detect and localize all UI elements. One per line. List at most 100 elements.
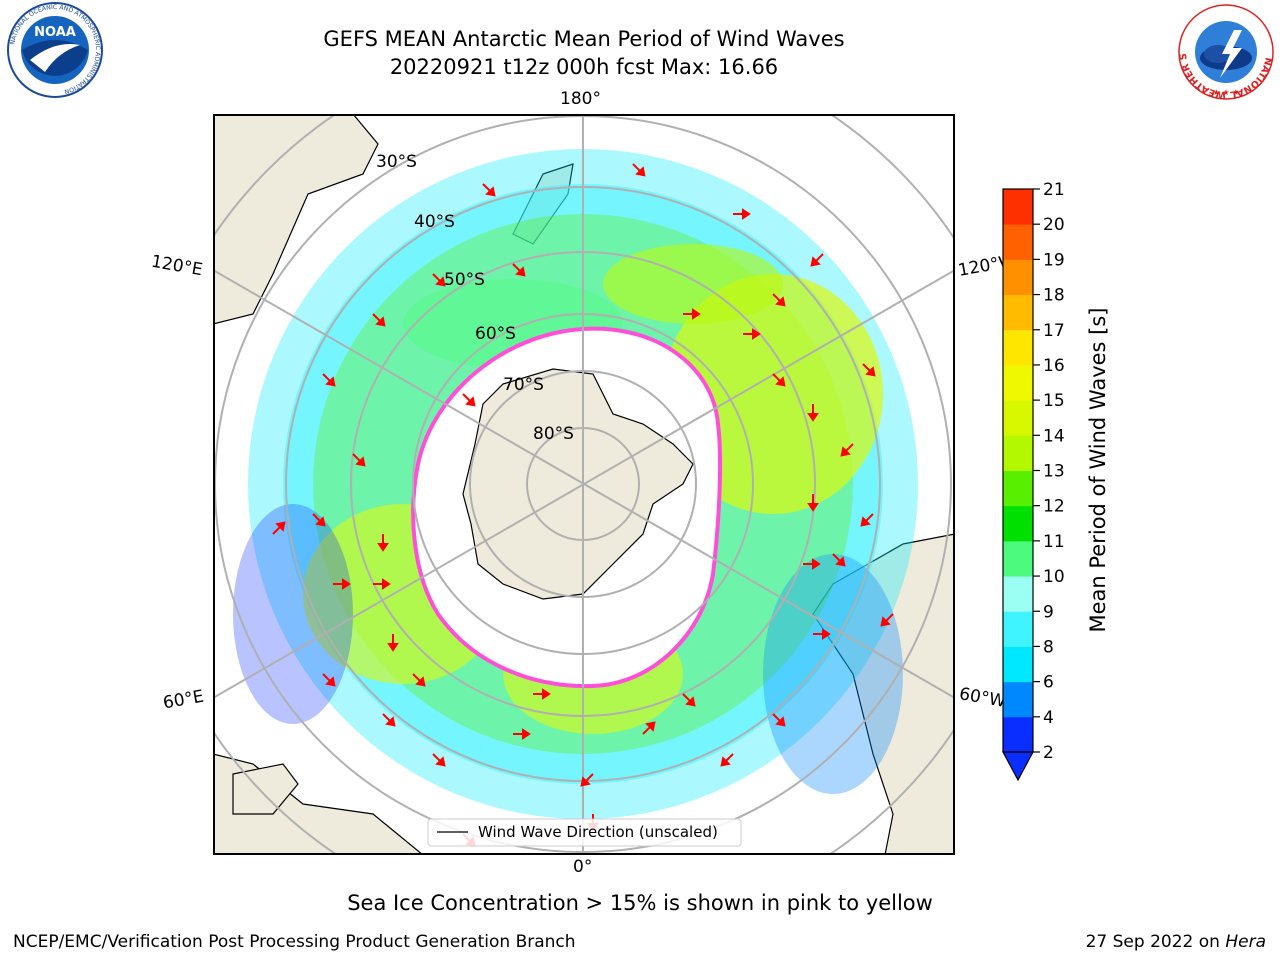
noaa-logo-text: NOAA	[34, 25, 76, 40]
wave-arrow	[372, 313, 381, 322]
map-panel: Wind Wave Direction (unscaled)	[213, 114, 955, 855]
chart-subtitle: 20220921 t12z 000h fcst Max: 16.66	[389, 55, 779, 79]
wave-arrow	[432, 273, 441, 282]
colorbar-tick-label: 18	[1043, 286, 1065, 306]
wave-arrow-head	[435, 276, 446, 287]
colorbar-tick-label: 21	[1043, 180, 1065, 200]
wave-arrow	[272, 526, 281, 535]
land-madagascar	[232, 763, 299, 815]
colorbar-cell	[1003, 259, 1033, 296]
colorbar-cell	[1003, 294, 1033, 331]
wave-arrow-head	[742, 208, 751, 220]
wave-arrow-head	[355, 456, 366, 467]
wave-arrow-head	[435, 756, 446, 767]
wave-arrow-head	[835, 556, 846, 567]
wave-arrow-head	[275, 521, 286, 532]
sea-ice-note: Sea Ice Concentration > 15% is shown in …	[347, 891, 933, 915]
nws-logo: NATIONAL WEATHER SERVICE ★ ★ ★	[1172, 2, 1274, 100]
wave-arrow-head	[325, 376, 336, 387]
colorbar-tick-label: 2	[1043, 743, 1054, 763]
colorbar-cell	[1003, 329, 1033, 366]
wave-arrow-head	[415, 676, 426, 687]
wave-arrow	[772, 713, 781, 722]
wave-arrow	[412, 673, 421, 682]
colorbar-tick-label: 12	[1043, 497, 1065, 517]
meridian-label-60e: 60°E	[161, 686, 206, 714]
latitude-label-70s: 70°S	[503, 375, 544, 395]
latitude-label-30s: 30°S	[376, 152, 417, 172]
colorbar-cell	[1003, 435, 1033, 471]
wave-arrow	[865, 513, 874, 522]
host-name: Hera	[1225, 932, 1266, 952]
wave-arrow	[845, 443, 854, 452]
wave-arrow	[482, 183, 491, 192]
wave-arrow-head	[880, 616, 891, 627]
wave-arrow-head	[685, 696, 696, 707]
wave-arrow-head	[840, 446, 851, 457]
colorbar-tick-label: 19	[1043, 250, 1065, 270]
wave-arrow-head	[522, 728, 531, 740]
wave-arrow-head	[465, 396, 476, 407]
colorbar-cell	[1003, 505, 1033, 542]
wave-arrow-head	[515, 266, 526, 277]
colorbar-cell	[1003, 716, 1033, 753]
latitude-label-40s: 40°S	[414, 212, 455, 232]
wave-direction-arrows	[272, 163, 894, 847]
wave-arrow-head	[635, 166, 646, 177]
noaa-logo: NATIONAL OCEANIC AND ATMOSPHERIC ADMINIS…	[7, 2, 103, 98]
date-text: 27 Sep 2022 on	[1085, 932, 1226, 952]
latitude-label-80s: 80°S	[533, 424, 574, 444]
wave-arrow	[322, 373, 331, 382]
wave-arrow	[725, 753, 734, 762]
wave-arrow	[352, 453, 361, 462]
colorbar-tick-label: 4	[1043, 708, 1054, 728]
wave-arrow-head	[822, 628, 831, 640]
colorbar-min-extension	[1001, 751, 1035, 782]
wave-arrow-head	[387, 643, 399, 652]
wave-arrow-head	[377, 543, 389, 552]
colorbar: 2 4 6 8 9 10 11 12 13 14 15 16 17 18 19 20 21	[1001, 180, 1065, 782]
wave-arrow	[585, 773, 594, 782]
wave-arrow	[832, 553, 841, 562]
wave-arrow	[682, 693, 691, 702]
wave-arrow-head	[775, 296, 786, 307]
wave-arrow	[772, 293, 781, 302]
wave-arrow-head	[325, 676, 336, 687]
colorbar-cell	[1003, 576, 1033, 612]
wave-arrow-head	[807, 413, 819, 422]
land-australia	[213, 114, 379, 325]
colorbar-tick-label: 20	[1043, 215, 1065, 235]
colorbar-cell	[1003, 540, 1033, 577]
wave-arrow-head	[542, 688, 551, 700]
colorbar-cell	[1003, 400, 1033, 436]
wave-arrow-head	[382, 578, 391, 590]
wave-arrow-head	[375, 316, 386, 327]
chart-title: GEFS MEAN Antarctic Mean Period of Wind …	[323, 27, 845, 51]
wave-arrow-head	[580, 776, 591, 787]
colorbar-cell	[1003, 224, 1033, 260]
colorbar-tick-label: 6	[1043, 673, 1054, 693]
wave-arrow-head	[692, 308, 701, 320]
colorbar-cell	[1003, 364, 1033, 401]
wave-arrow	[462, 393, 471, 402]
colorbar-cell	[1003, 681, 1033, 718]
credit-text: NCEP/EMC/Verification Post Processing Pr…	[13, 932, 576, 952]
colorbar-tick-label: 10	[1043, 567, 1065, 587]
svg-text:★ ★ ★: ★ ★ ★	[1213, 88, 1240, 97]
wave-arrow	[862, 363, 871, 372]
wave-arrow-head	[865, 366, 876, 377]
meridian-label-120e: 120°E	[149, 251, 205, 281]
wave-arrow	[632, 163, 641, 172]
wave-arrow-head	[315, 516, 326, 527]
date-stamp: 27 Sep 2022 on Hera	[1086, 932, 1266, 952]
wave-arrow-head	[385, 716, 396, 727]
map-frame	[213, 114, 955, 855]
wave-arrow	[885, 613, 894, 622]
colorbar-tick-label: 13	[1043, 462, 1065, 482]
colorbar-cell	[1003, 189, 1033, 225]
wave-arrow-head	[645, 721, 656, 732]
meridian-label-180: 180°	[560, 89, 601, 109]
latitude-label-50s: 50°S	[444, 270, 485, 290]
colorbar-tick-label: 8	[1043, 637, 1054, 657]
colorbar-tick-label: 17	[1043, 321, 1065, 341]
